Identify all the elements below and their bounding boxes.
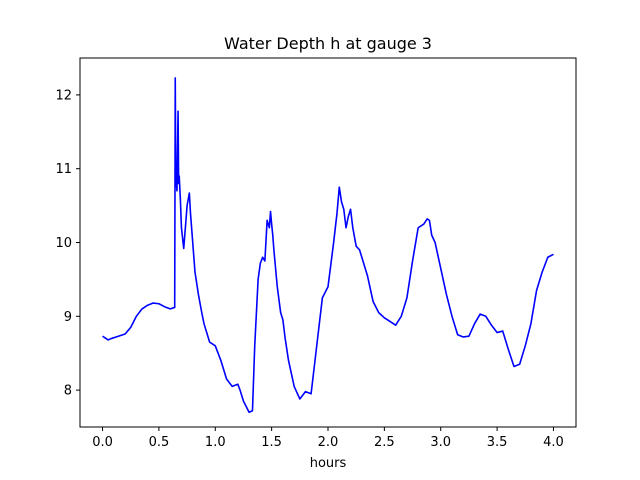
series-line-0 bbox=[102, 77, 554, 414]
y-tick-label: 12 bbox=[55, 88, 72, 103]
y-tick-label: 8 bbox=[64, 384, 72, 399]
x-tick-label: 3.0 bbox=[430, 435, 451, 450]
x-tick-label: 2.5 bbox=[374, 435, 395, 450]
chart-title: Water Depth h at gauge 3 bbox=[224, 34, 432, 53]
x-axis: 0.0 0.5 1.0 1.5 2.0 2.5 3.0 3.5 4.0 bbox=[92, 427, 564, 450]
x-tick-label: 1.0 bbox=[205, 435, 226, 450]
y-tick-label: 10 bbox=[55, 236, 72, 251]
plot-area bbox=[102, 77, 554, 414]
y-tick-label: 9 bbox=[64, 310, 72, 325]
x-tick-label: 4.0 bbox=[543, 435, 564, 450]
x-tick-label: 1.5 bbox=[261, 435, 282, 450]
y-axis: 8 9 10 11 12 bbox=[55, 88, 80, 399]
x-tick-label: 0.0 bbox=[92, 435, 113, 450]
x-tick-label: 3.5 bbox=[487, 435, 508, 450]
y-tick-label: 11 bbox=[55, 162, 72, 177]
axes-frame bbox=[79, 57, 577, 428]
x-tick-label: 0.5 bbox=[149, 435, 170, 450]
x-axis-label: hours bbox=[310, 456, 347, 471]
x-tick-label: 2.0 bbox=[318, 435, 339, 450]
